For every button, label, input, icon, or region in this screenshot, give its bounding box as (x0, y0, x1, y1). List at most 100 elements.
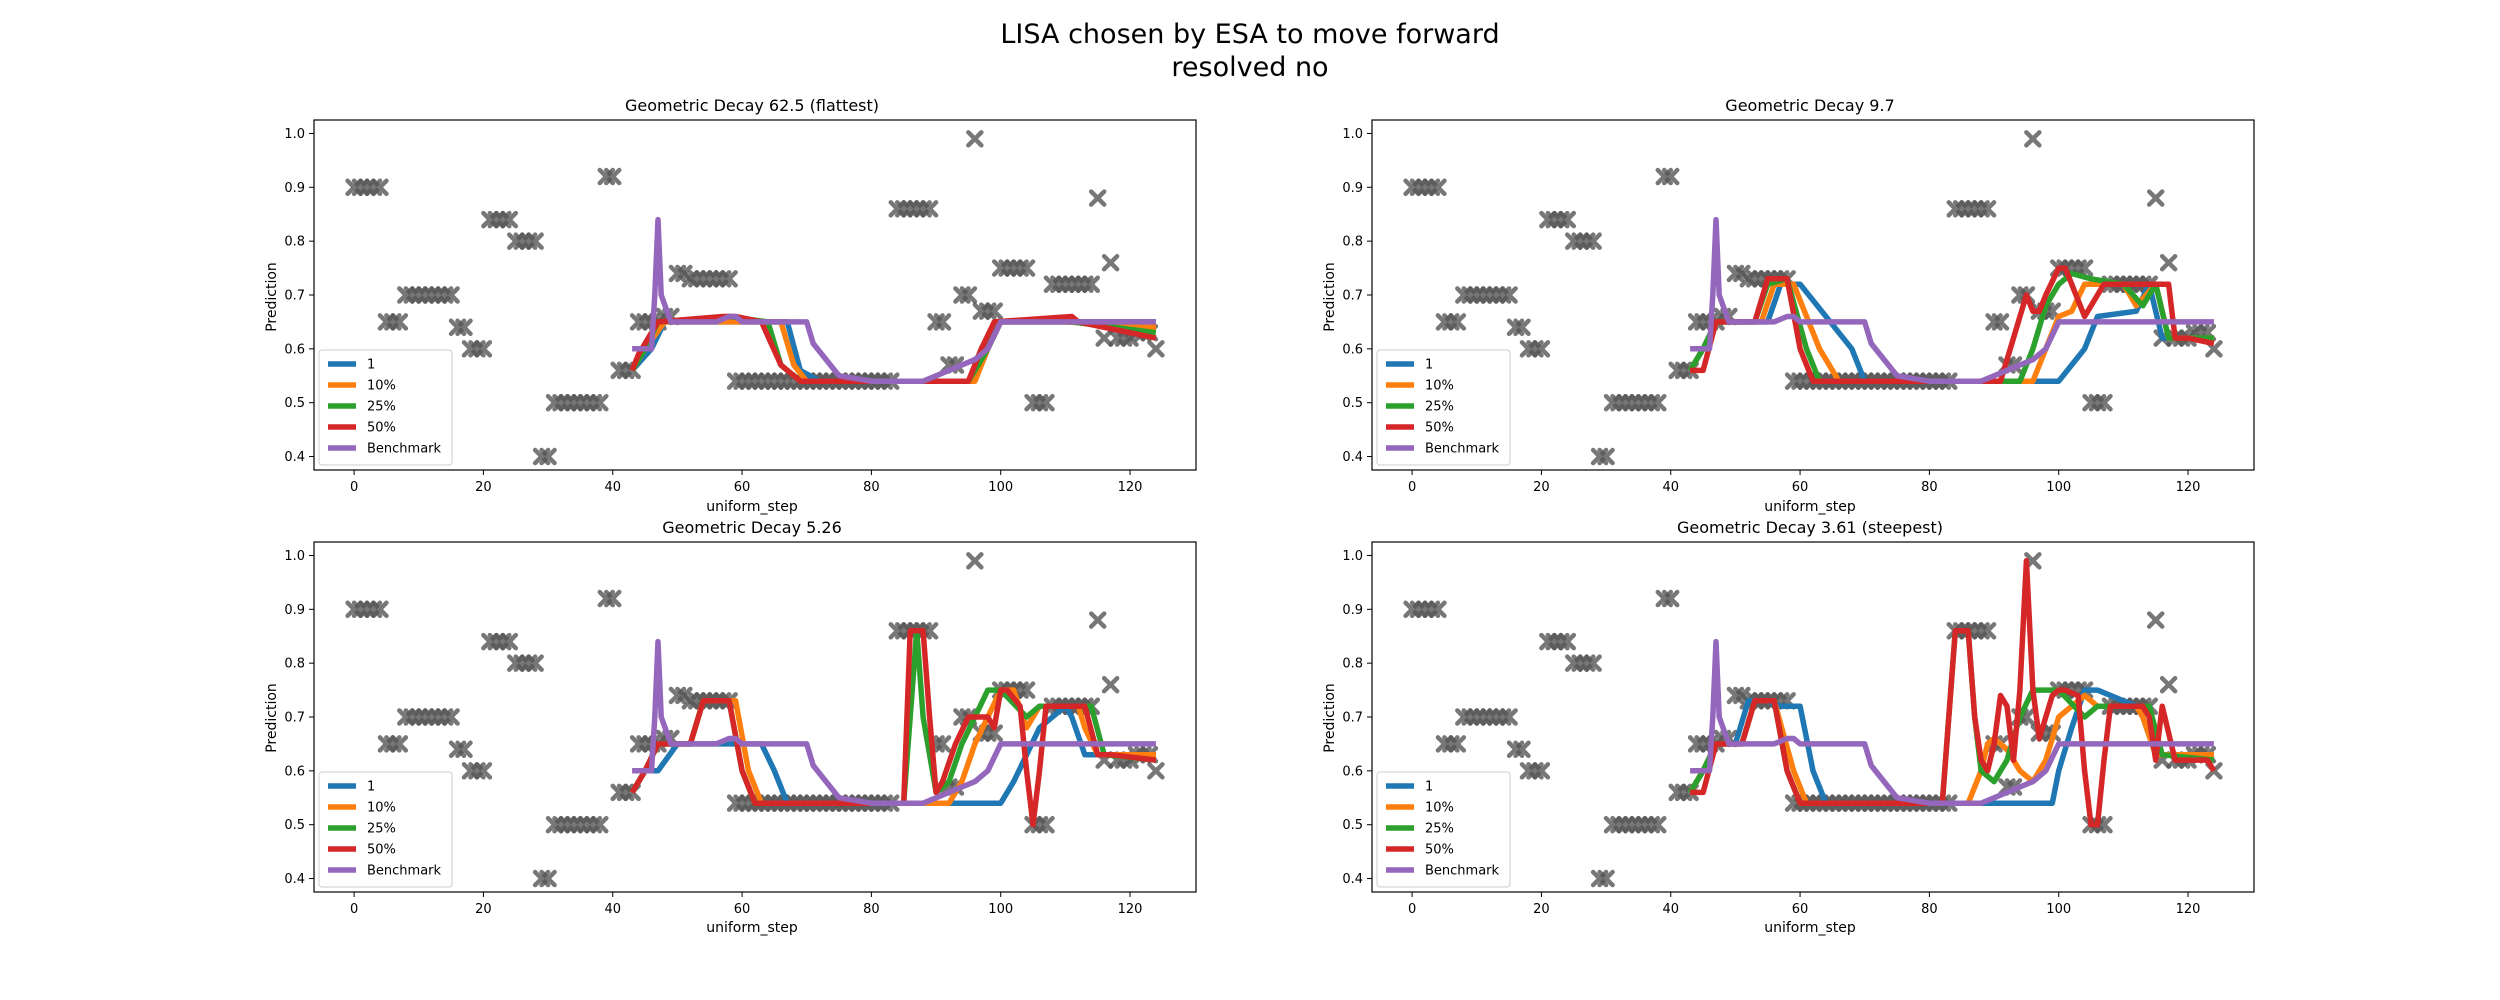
y-tick-label: 0.7 (284, 289, 305, 304)
data-point-marker (1597, 447, 1615, 466)
data-point-marker (2095, 393, 2113, 412)
data-point-marker (1532, 340, 1551, 358)
series-line-50pct (629, 628, 1157, 828)
y-tick-label: 0.9 (1342, 603, 1363, 618)
y-tick-label: 0.4 (284, 872, 305, 887)
data-point-marker (474, 340, 493, 358)
subplot-geometric-decay-3-61: Geometric Decay 3.61 (steepest) uniform_… (1322, 518, 2255, 936)
y-tick-label: 0.6 (284, 764, 305, 779)
x-tick-label: 40 (604, 480, 621, 495)
data-point-marker (1513, 318, 1531, 337)
x-tick-label: 0 (1408, 480, 1416, 495)
data-point-marker (966, 552, 984, 570)
data-point-marker (2075, 259, 2094, 277)
y-axis-label: Prediction (264, 683, 280, 753)
data-point-marker (1532, 762, 1551, 780)
axes-frame (313, 541, 1197, 893)
data-point-marker (1661, 589, 1680, 608)
data-point-marker (920, 200, 939, 218)
x-tick-label: 100 (988, 480, 1013, 495)
x-tick-label: 40 (604, 902, 621, 917)
x-tick-label: 20 (475, 480, 492, 495)
data-point-marker (1597, 869, 1615, 888)
legend-frame (318, 771, 453, 888)
legend-label-25pct: 25% (367, 822, 396, 837)
subplot-title: Geometric Decay 3.61 (steepest) (1677, 518, 1943, 537)
axes-frame (313, 119, 1197, 471)
series-line-benchmark (1690, 216, 2214, 384)
data-point-marker (2159, 253, 2178, 272)
y-tick-label: 0.5 (284, 396, 305, 411)
data-layer (345, 130, 1165, 466)
data-point-marker (591, 393, 609, 412)
data-point-marker (720, 270, 738, 288)
plot-area: 0 20 40 60 80 100 120 0.4 0.5 0.6 0.7 0.8 0.9 1.0 1 10%… (284, 541, 1197, 917)
data-point-marker (1500, 708, 1518, 726)
series-line-50pct (1690, 265, 2215, 384)
data-point-marker (390, 313, 409, 331)
x-tick-label: 40 (1662, 902, 1679, 917)
data-point-marker (1147, 340, 1165, 358)
legend: 1 10% 25% 50% Benchmark (1376, 349, 1511, 466)
data-point-marker (455, 740, 473, 759)
legend-label-10pct: 10% (367, 379, 396, 394)
data-point-marker (2146, 189, 2165, 207)
x-tick-label: 80 (863, 480, 880, 495)
legend-label-benchmark: Benchmark (367, 442, 442, 457)
data-point-marker (1978, 200, 1997, 218)
subplot-title: Geometric Decay 62.5 (flattest) (625, 96, 879, 115)
figure-title-line1: LISA chosen by ESA to move forward (1000, 19, 1499, 50)
series-line-25pct (629, 628, 1157, 806)
figure-title-line2: resolved no (1171, 52, 1328, 83)
x-tick-label: 120 (1118, 902, 1143, 917)
legend-label-benchmark: Benchmark (1425, 864, 1500, 879)
legend: 1 10% 25% 50% Benchmark (1376, 771, 1511, 888)
data-point-marker (539, 447, 557, 466)
x-tick-label: 80 (863, 902, 880, 917)
series-line-benchmark (1690, 638, 2214, 806)
data-point-marker (1082, 275, 1100, 293)
legend-label-1: 1 (1425, 780, 1433, 795)
x-tick-label: 100 (988, 902, 1013, 917)
legend-frame (318, 349, 453, 466)
y-axis-label: Prediction (1322, 683, 1338, 753)
x-tick-label: 120 (1118, 480, 1143, 495)
y-axis-label: Prediction (264, 262, 280, 332)
data-point-marker (526, 654, 544, 672)
x-tick-label: 80 (1921, 902, 1938, 917)
legend: 1 10% 25% 50% Benchmark (318, 771, 453, 888)
data-point-marker (985, 302, 1003, 320)
data-point-marker (1147, 762, 1165, 780)
x-axis-label: uniform_step (1764, 920, 1856, 936)
data-point-marker (1101, 253, 1120, 272)
x-tick-label: 120 (2176, 480, 2201, 495)
y-tick-label: 0.8 (1342, 657, 1363, 672)
plot-area: 0 20 40 60 80 100 120 0.4 0.5 0.6 0.7 0.8 0.9 1.0 1 10%… (284, 119, 1197, 495)
legend-label-25pct: 25% (1425, 400, 1454, 415)
legend-frame (1376, 771, 1511, 888)
x-tick-label: 20 (475, 902, 492, 917)
x-tick-label: 0 (350, 480, 358, 495)
series-line-benchmark (632, 216, 1156, 384)
y-tick-label: 0.7 (1342, 711, 1363, 726)
series-line-1 (629, 703, 1156, 806)
x-tick-label: 100 (2046, 480, 2071, 495)
data-point-marker (933, 313, 952, 331)
data-point-marker (1558, 632, 1577, 651)
legend-label-25pct: 25% (367, 400, 396, 415)
y-axis-label: Prediction (1322, 262, 1338, 332)
plot-area: 0 20 40 60 80 100 120 0.4 0.5 0.6 0.7 0.8 0.9 1.0 1 10%… (1342, 119, 2255, 495)
legend-label-10pct: 10% (1425, 379, 1454, 394)
y-tick-label: 0.7 (1342, 289, 1363, 304)
data-point-marker (1661, 167, 1680, 186)
y-tick-label: 0.5 (1342, 818, 1363, 833)
y-tick-label: 0.9 (284, 181, 305, 196)
y-tick-label: 0.4 (1342, 450, 1363, 465)
legend-label-benchmark: Benchmark (1425, 442, 1500, 457)
data-point-marker (390, 735, 409, 753)
data-point-marker (1500, 286, 1518, 304)
x-tick-label: 60 (1792, 902, 1809, 917)
data-point-marker (1095, 329, 1113, 347)
data-layer (1403, 130, 2223, 466)
